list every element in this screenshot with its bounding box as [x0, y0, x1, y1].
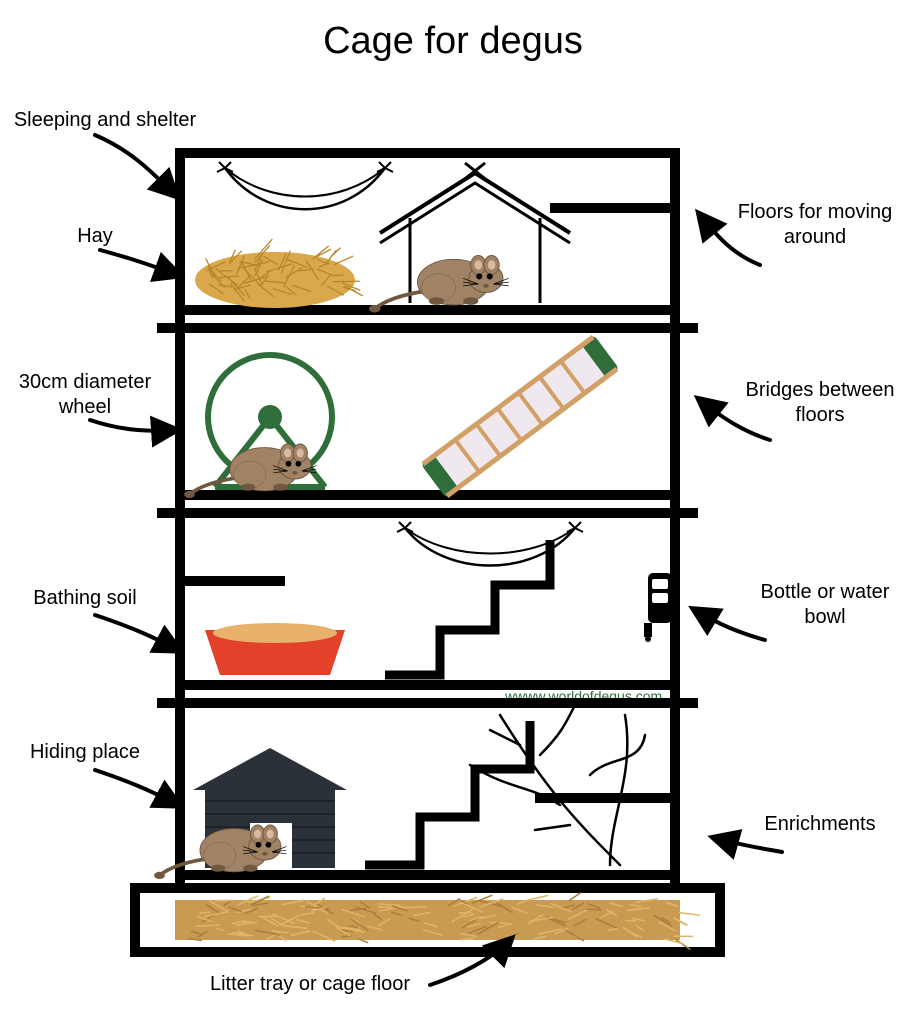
diagram-canvas: Cage for degus Sleeping and shelter Hay …: [0, 0, 906, 1024]
cage-illustration: [0, 0, 906, 1024]
